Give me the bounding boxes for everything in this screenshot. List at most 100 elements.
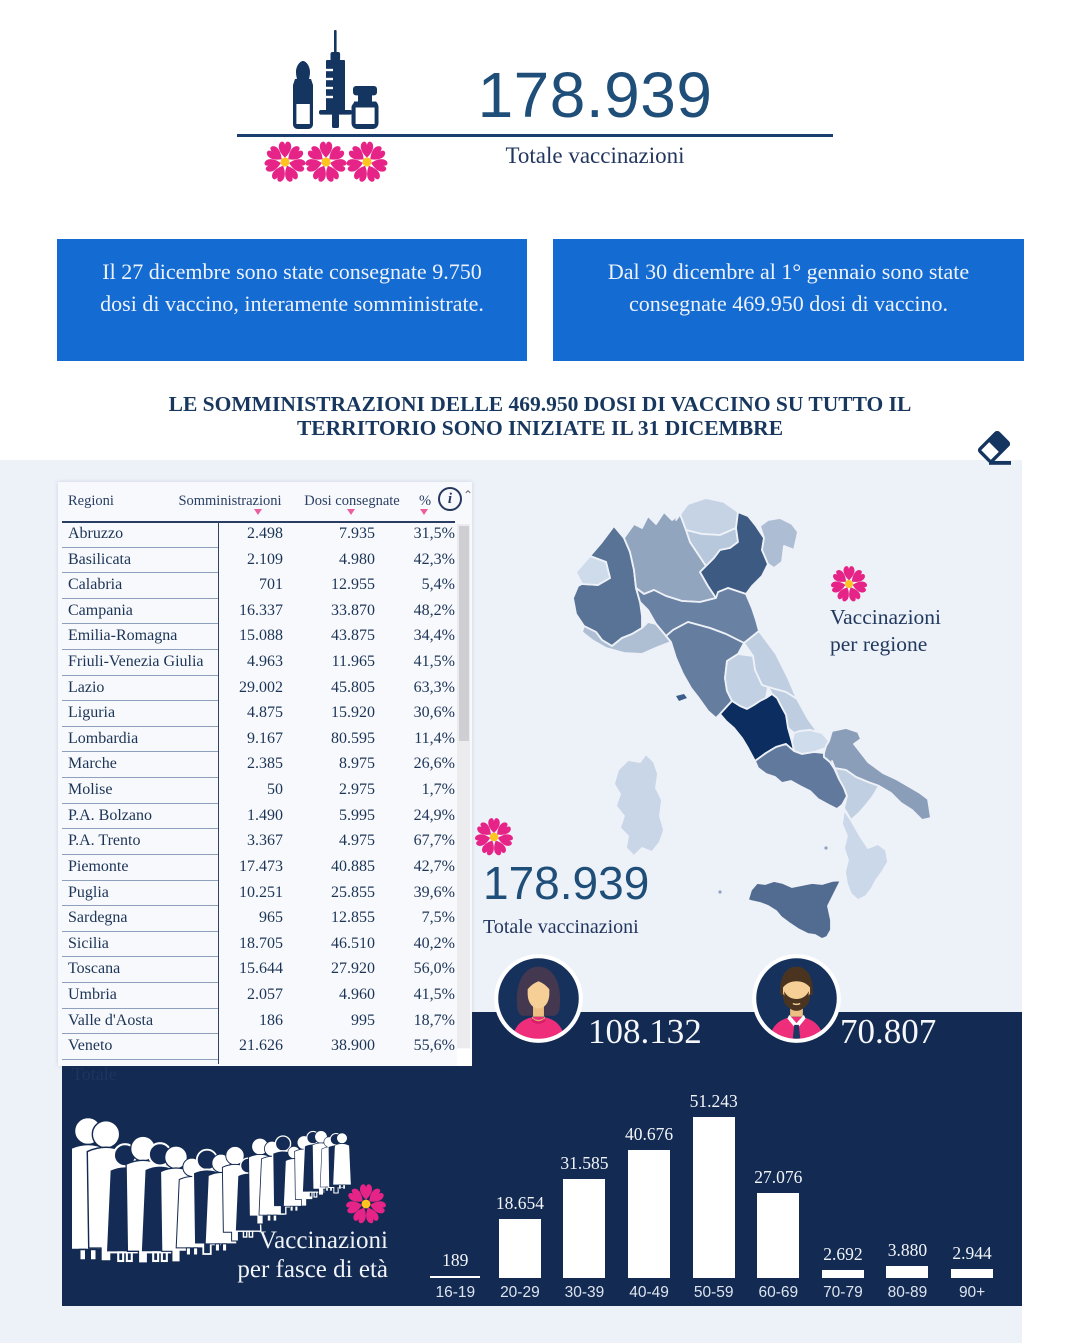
somministrazioni-cell: 965 xyxy=(259,909,283,927)
dosi-consegnate-cell: 43.875 xyxy=(331,627,375,645)
total-vaccinations-label: Totale vaccinazioni xyxy=(505,143,685,168)
table-row[interactable]: Sardegna 965 12.855 7,5% xyxy=(58,907,455,933)
table-scrollbar-thumb[interactable] xyxy=(458,526,469,741)
age-category-label: 16-19 xyxy=(435,1284,476,1301)
age-category-label: 40-49 xyxy=(629,1284,669,1301)
percent-cell: 26,6% xyxy=(413,755,455,773)
map-island-ustica xyxy=(718,890,722,894)
bar[interactable] xyxy=(951,1269,994,1278)
table-scrollbar[interactable] xyxy=(457,524,470,1048)
bar[interactable] xyxy=(757,1193,800,1278)
total-flower-icon xyxy=(475,818,513,856)
map-region-basilicata[interactable] xyxy=(831,760,880,821)
dosi-consegnate-cell: 45.805 xyxy=(331,678,375,696)
table-row[interactable]: Lazio 29.002 45.805 63,3% xyxy=(58,677,455,703)
age-category-label: 50-59 xyxy=(693,1284,734,1301)
region-name-cell: Sardegna xyxy=(62,907,218,932)
somministrazioni-cell: 3.367 xyxy=(247,832,283,850)
percent-cell: 63,3% xyxy=(413,678,455,696)
percent-cell: 55,6% xyxy=(413,1037,455,1055)
dosi-consegnate-cell: 38.900 xyxy=(331,1037,375,1055)
bar[interactable] xyxy=(628,1150,671,1278)
map-title: Vaccinazioni per regione xyxy=(830,604,941,658)
column-header-regioni[interactable]: Regioni xyxy=(68,493,114,509)
map-region-sardegna[interactable] xyxy=(613,753,665,857)
table-row[interactable]: Toscana 15.644 27.920 56,0% xyxy=(58,958,455,984)
table-row[interactable]: Piemonte 17.473 40.885 42,7% xyxy=(58,856,455,882)
table-row[interactable]: Puglia 10.251 25.855 39,6% xyxy=(58,882,455,908)
bar-cell: 2.944 90+ xyxy=(940,1090,1005,1301)
column-header-somministrazioni[interactable]: Somministrazioni xyxy=(178,493,282,509)
table-row[interactable]: P.A. Bolzano 1.490 5.995 24,9% xyxy=(58,805,455,831)
map-region-valle-daosta[interactable] xyxy=(575,555,611,586)
bar[interactable] xyxy=(821,1270,864,1278)
sort-arrow-percent[interactable] xyxy=(420,509,428,515)
info-icon[interactable]: i xyxy=(438,487,462,511)
table-row[interactable]: Veneto 21.626 38.900 55,6% xyxy=(58,1035,455,1061)
table-row[interactable]: Marche 2.385 8.975 26,6% xyxy=(58,753,455,779)
scroll-up-arrow[interactable]: ⌃ xyxy=(463,488,474,502)
somministrazioni-cell: 1.490 xyxy=(247,806,283,824)
percent-cell: 42,3% xyxy=(413,550,455,568)
somministrazioni-cell: 4.963 xyxy=(247,653,283,671)
female-avatar xyxy=(494,954,583,1043)
info-box-2-line-2: consegnate 469.950 dosi di vaccino. xyxy=(629,291,948,316)
map-region-molise[interactable] xyxy=(791,729,830,755)
info-box-1-line-2: dosi di vaccino, interamente somministra… xyxy=(100,291,484,316)
table-row[interactable]: Sicilia 18.705 46.510 40,2% xyxy=(58,933,455,959)
bar[interactable] xyxy=(563,1179,606,1278)
bar[interactable] xyxy=(886,1266,929,1278)
map-region-friuli[interactable] xyxy=(759,517,799,569)
percent-cell: 48,2% xyxy=(413,601,455,619)
total-vaccinations-number: 178.939 xyxy=(477,59,713,131)
table-row[interactable]: Lombardia 9.167 80.595 11,4% xyxy=(58,728,455,754)
vaccine-vials-syringe-icon xyxy=(293,30,379,129)
region-name-cell: Molise xyxy=(62,779,218,804)
bar[interactable] xyxy=(692,1117,735,1278)
bar-value-label: 18.654 xyxy=(495,1193,544,1213)
region-name-cell: Piemonte xyxy=(62,856,218,881)
table-row[interactable]: Friuli-Venezia Giulia 4.963 11.965 41,5% xyxy=(58,651,455,677)
bar-cell: 189 16-19 xyxy=(423,1090,488,1301)
table-row[interactable]: Basilicata 2.109 4.980 42,3% xyxy=(58,549,455,575)
percent-cell: 39,6% xyxy=(413,883,455,901)
sort-arrow-somministrazioni[interactable] xyxy=(254,509,262,515)
region-name-cell: Liguria xyxy=(62,702,218,727)
bar[interactable] xyxy=(498,1219,541,1278)
eraser-icon[interactable] xyxy=(977,431,1014,468)
info-box-december-27: Il 27 dicembre sono state consegnate 9.7… xyxy=(57,239,527,361)
map-region-sicilia[interactable] xyxy=(747,879,842,940)
headline-line-2: TERRITORIO SONO INIZIATE IL 31 DICEMBRE xyxy=(296,416,784,440)
bar-cell: 51.243 50-59 xyxy=(681,1090,746,1301)
table-row[interactable]: Valle d'Aosta 186 995 18,7% xyxy=(58,1010,455,1036)
table-row[interactable]: Campania 16.337 33.870 48,2% xyxy=(58,600,455,626)
map-island-elba xyxy=(676,694,687,701)
map-region-calabria[interactable] xyxy=(841,809,889,901)
column-header-percent[interactable]: % xyxy=(418,493,432,509)
map-region-liguria[interactable] xyxy=(581,621,672,655)
table-row[interactable]: Umbria 2.057 4.960 41,5% xyxy=(58,984,455,1010)
table-total-ghost: Totale xyxy=(72,1064,117,1084)
somministrazioni-cell: 9.167 xyxy=(247,729,283,747)
bar-value-label: 27.076 xyxy=(754,1167,803,1187)
table-row[interactable]: Emilia-Romagna 15.088 43.875 34,4% xyxy=(58,625,455,651)
table-row[interactable]: Abruzzo 2.498 7.935 31,5% xyxy=(58,523,455,549)
region-name-cell: Toscana xyxy=(62,958,218,983)
table-row[interactable]: Liguria 4.875 15.920 30,6% xyxy=(58,702,455,728)
regions-table: Regioni Somministrazioni Dosi consegnate… xyxy=(58,482,474,1066)
table-row[interactable]: Molise 50 2.975 1,7% xyxy=(58,779,455,805)
sort-arrow-dosi[interactable] xyxy=(347,509,355,515)
somministrazioni-cell: 701 xyxy=(259,576,283,594)
info-box-december-30: Dal 30 dicembre al 1° gennaio sono state… xyxy=(553,239,1024,361)
bar-cell: 27.076 60-69 xyxy=(746,1090,811,1301)
table-row[interactable]: Calabria 701 12.955 5,4% xyxy=(58,574,455,600)
age-category-label: 80-89 xyxy=(887,1284,928,1301)
percent-cell: 41,5% xyxy=(413,985,455,1003)
table-row[interactable]: P.A. Trento 3.367 4.975 67,7% xyxy=(58,830,455,856)
bar[interactable] xyxy=(430,1275,481,1278)
map-total-number: 178.939 xyxy=(483,857,650,909)
column-header-dosi-consegnate[interactable]: Dosi consegnate xyxy=(304,493,400,509)
map-region-lazio[interactable] xyxy=(719,693,795,762)
header-divider xyxy=(237,134,833,137)
somministrazioni-cell: 17.473 xyxy=(239,857,283,875)
